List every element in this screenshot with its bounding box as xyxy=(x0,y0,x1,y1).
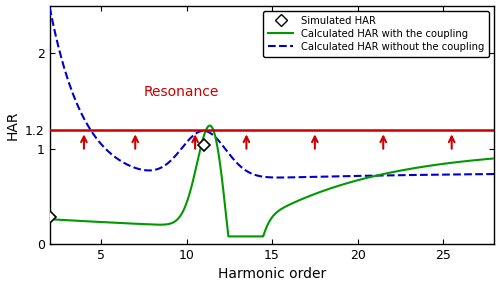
X-axis label: Harmonic order: Harmonic order xyxy=(218,267,326,282)
Legend: Simulated HAR, Calculated HAR with the coupling, Calculated HAR without the coup: Simulated HAR, Calculated HAR with the c… xyxy=(263,11,490,57)
Y-axis label: HAR: HAR xyxy=(6,110,20,139)
Text: Resonance: Resonance xyxy=(144,85,219,99)
